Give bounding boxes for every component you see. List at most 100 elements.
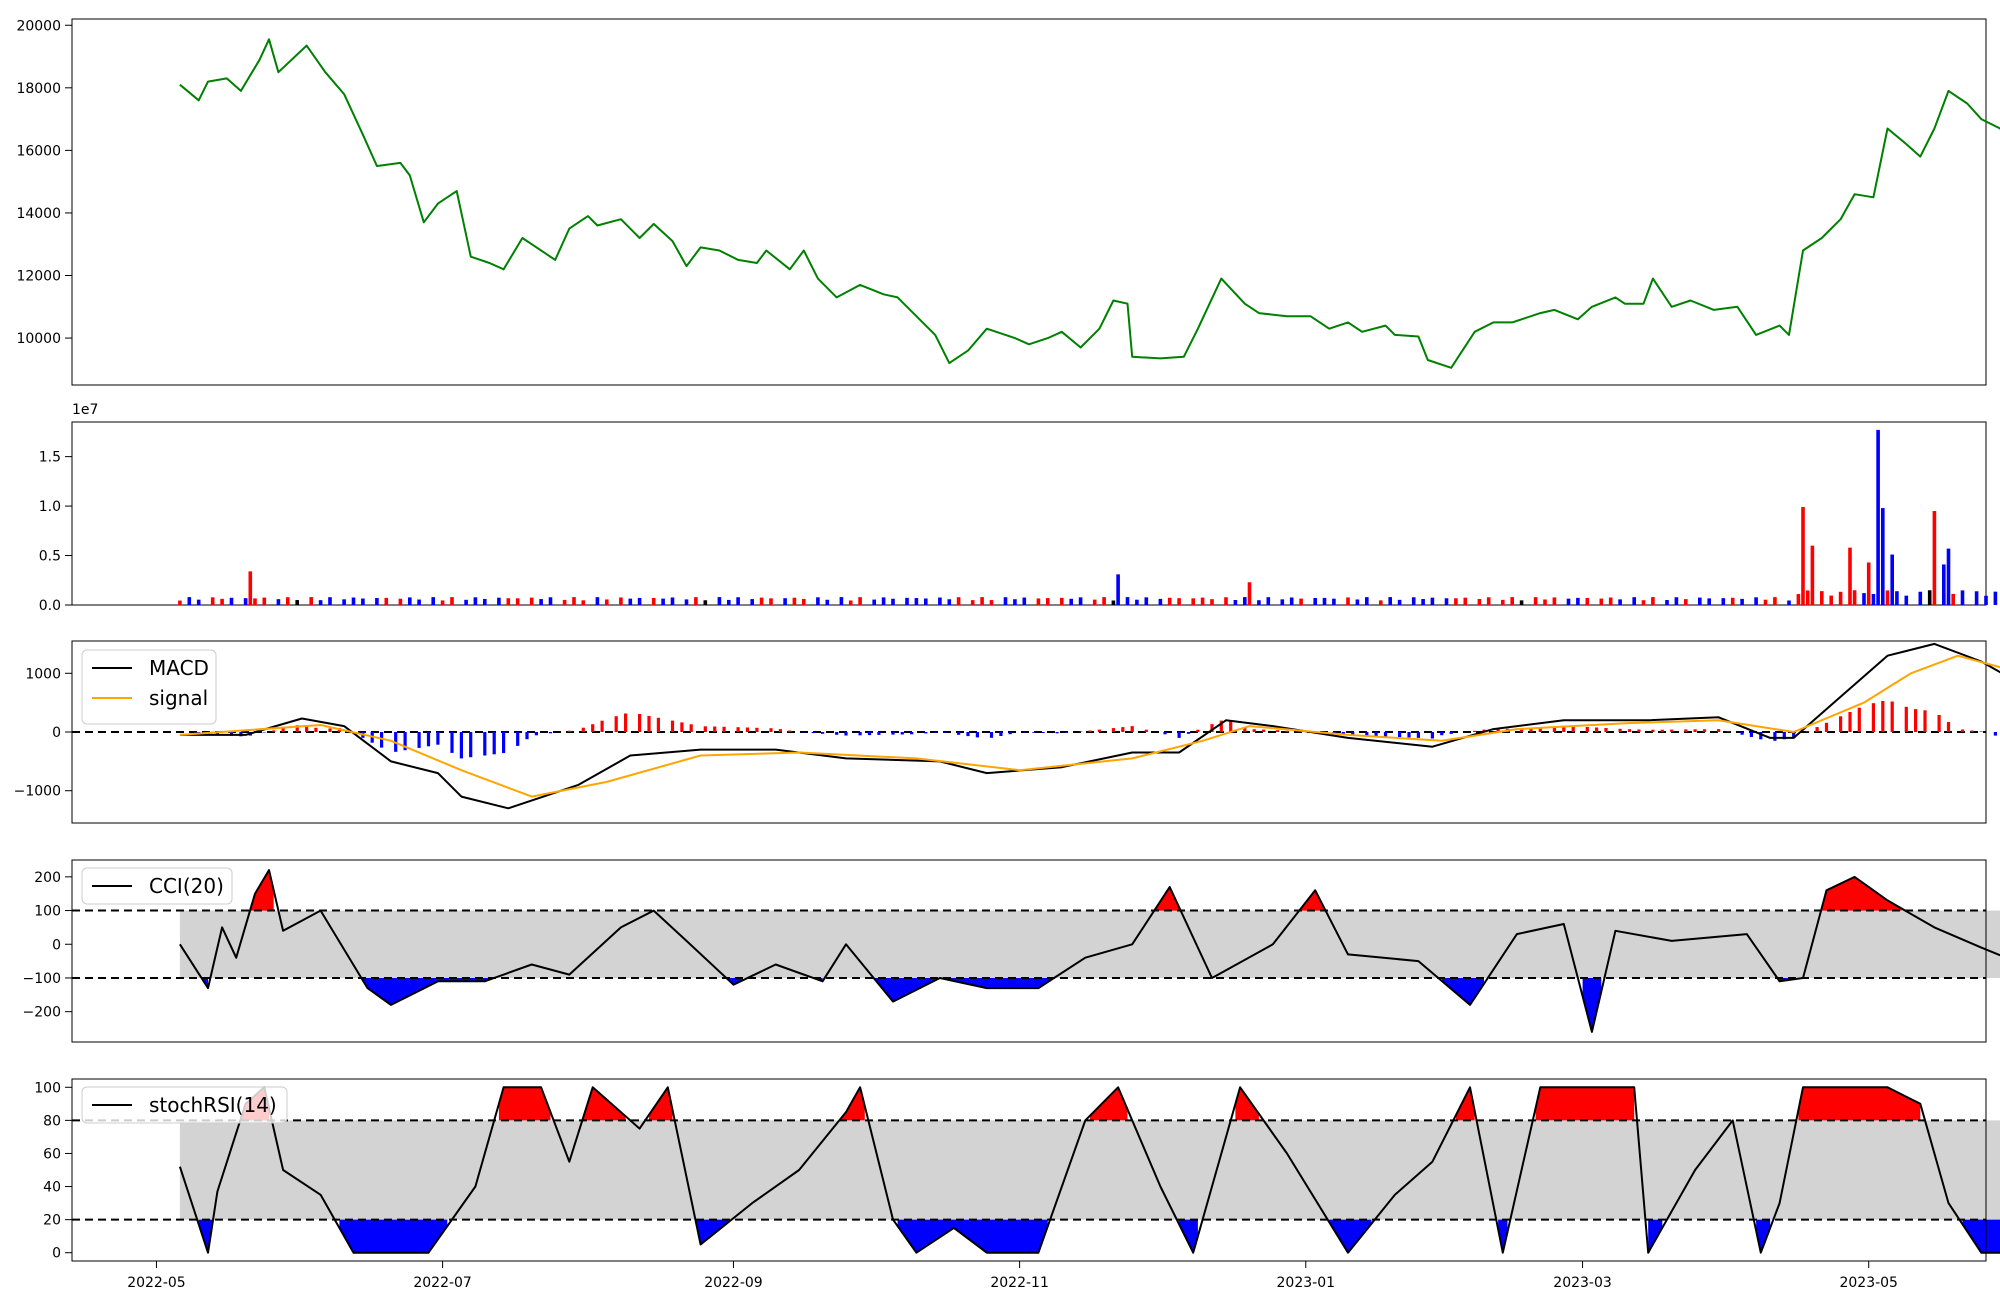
volume-bar (1905, 596, 1909, 605)
macd-histogram-bar (450, 732, 453, 753)
volume-bar (1722, 598, 1726, 605)
macd-histogram-bar (525, 732, 528, 739)
volume-bar (1586, 598, 1590, 605)
macd-histogram-bar (1703, 729, 1706, 732)
macd-histogram-bar (1088, 731, 1091, 733)
volume-bar-spike (1116, 574, 1120, 605)
macd-histogram-bar (314, 728, 317, 732)
volume-bar (1961, 590, 1965, 605)
ytick-label: 16000 (16, 143, 61, 159)
volume-bar (1872, 594, 1876, 605)
macd-histogram-bar (272, 730, 275, 732)
volume-bar (286, 597, 290, 605)
volume-bar (277, 599, 281, 605)
volume-bar (549, 597, 553, 605)
volume-bar (1919, 592, 1923, 605)
volume-bar (769, 598, 773, 605)
macd-histogram-bar (966, 732, 969, 736)
volume-bar-spike (1933, 511, 1937, 605)
volume-bar (605, 599, 609, 605)
volume-bar (1534, 597, 1538, 605)
volume-bar (1112, 601, 1116, 606)
volume-bar (938, 598, 942, 606)
cci-oversold-fill (1442, 978, 1484, 1005)
volume-bar (619, 597, 623, 605)
volume-bar (1023, 598, 1027, 605)
volume-bar-spike (1811, 546, 1815, 605)
macd-histogram-bar (1229, 721, 1232, 732)
macd-histogram-bar (1276, 730, 1279, 732)
volume-bar (671, 597, 675, 605)
macd-histogram-bar (1586, 727, 1589, 732)
volume-bar (572, 597, 576, 605)
ytick-label: 60 (43, 1146, 61, 1162)
volume-bar (1984, 596, 1988, 605)
ytick-label: 0 (52, 725, 61, 741)
legend-label-macd: MACD (149, 656, 209, 680)
ytick-label: 0.5 (39, 549, 61, 565)
volume-bar (1145, 597, 1149, 605)
macd-histogram-bar (657, 718, 660, 732)
macd-histogram-bar (516, 732, 519, 746)
volume-bar (197, 600, 201, 605)
macd-histogram-bar (1375, 732, 1378, 736)
volume-bar (563, 600, 567, 605)
macd-histogram-bar (1431, 732, 1434, 739)
macd-histogram-bar (812, 732, 815, 733)
volume-bar (253, 598, 257, 605)
volume-bar (497, 598, 501, 605)
volume-bar (1609, 597, 1613, 605)
ytick-label: 10000 (16, 331, 61, 347)
macd-histogram-bar (1994, 732, 1997, 736)
legend-label-stochrsi: stochRSI(14) (149, 1093, 277, 1117)
macd-histogram-bar (1684, 729, 1687, 732)
macd-histogram-bar (460, 732, 463, 758)
macd-histogram-bar (1112, 728, 1115, 732)
macd-histogram-bar (1065, 732, 1068, 733)
axes-frame (72, 19, 1986, 385)
volume-bar-spike (1867, 562, 1871, 605)
volume-bar (1431, 598, 1435, 605)
volume-bar (408, 597, 412, 605)
volume-bar (1862, 593, 1866, 605)
macd-histogram-bar (1145, 730, 1148, 732)
ytick-label: 0 (52, 1246, 61, 1262)
volume-bar (1332, 599, 1336, 605)
macd-histogram-bar (1079, 732, 1082, 733)
macd-histogram-bar (976, 732, 979, 737)
volume-bar (178, 601, 182, 606)
volume-bar (596, 597, 600, 605)
macd-histogram-bar (1398, 732, 1401, 737)
volume-bar (736, 597, 740, 605)
volume-bar (1773, 597, 1777, 605)
volume-bar (1159, 599, 1163, 605)
volume-bar (464, 600, 468, 605)
macd-histogram-bar (601, 721, 604, 732)
volume-bar (1102, 597, 1106, 605)
stochrsi-band (180, 1120, 2000, 1219)
volume-bar (1126, 597, 1130, 605)
volume-bar (948, 599, 952, 605)
ytick-label: −100 (23, 971, 61, 987)
legend-label-cci: CCI(20) (149, 874, 224, 898)
stochrsi-overbought-fill (1798, 1087, 1920, 1120)
macd-histogram-bar (1651, 730, 1654, 732)
macd-histogram-bar (568, 731, 571, 732)
macd-histogram-bar (1009, 732, 1012, 734)
volume-bar (990, 600, 994, 605)
volume-bar (1632, 597, 1636, 605)
macd-histogram-bar (1042, 732, 1045, 733)
volume-bar (1975, 591, 1979, 605)
volume-bar (1069, 599, 1073, 605)
volume-bar (661, 599, 665, 605)
macd-histogram-bar (999, 732, 1002, 736)
volume-bar (905, 598, 909, 605)
volume-bar (1853, 590, 1857, 605)
volume-bar (1037, 598, 1041, 605)
volume-bar (474, 597, 478, 605)
ytick-label: 1.5 (39, 450, 61, 466)
macd-histogram-bar (1923, 710, 1926, 732)
stochrsi-overbought-fill (583, 1087, 625, 1120)
volume-bar (385, 598, 389, 605)
macd-histogram-bar (859, 732, 862, 735)
